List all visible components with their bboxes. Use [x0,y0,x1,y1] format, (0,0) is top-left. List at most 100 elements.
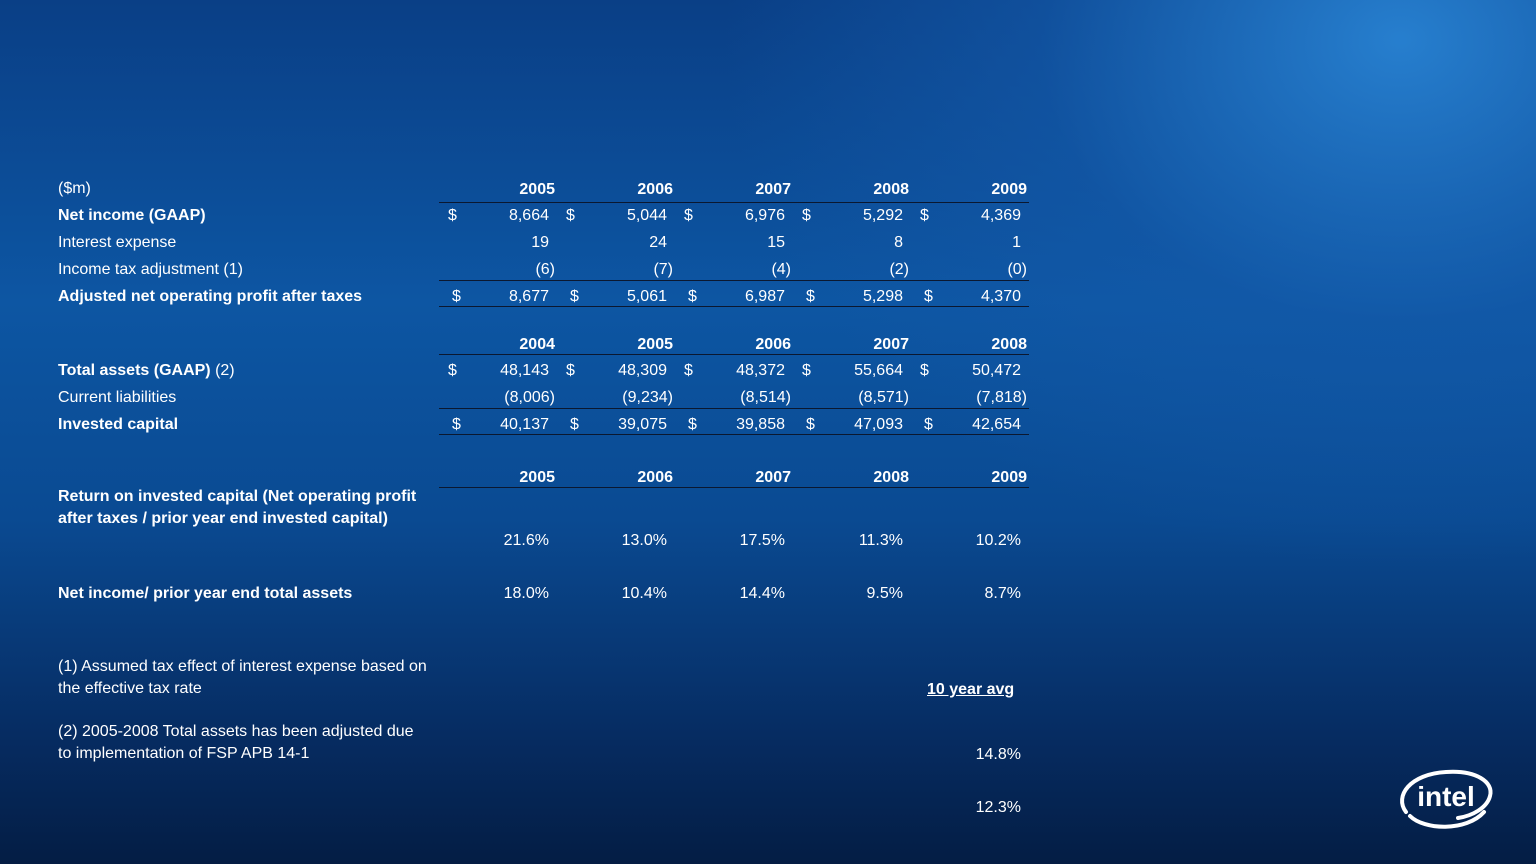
cell: (6) [535,261,555,278]
cell: (2) [889,261,909,278]
year-header: 2007 [755,469,791,486]
total-assets-note: (2) [215,362,235,379]
currency-symbol: $ [806,416,815,433]
currency-symbol: $ [566,362,575,379]
currency-symbol: $ [452,288,461,305]
currency-symbol: $ [920,362,929,379]
cell: 6,976 [744,207,785,224]
cell: 39,075 [618,416,667,433]
row-label-interest-expense: Interest expense [58,234,177,251]
year-header: 2007 [873,336,909,353]
cell: 5,061 [626,288,667,305]
year-header: 2004 [519,336,555,353]
ten-year-avg-ni-assets: 12.3% [975,799,1021,816]
cell: 18.0% [503,585,549,602]
divider [439,408,1029,409]
currency-symbol: $ [802,207,811,224]
cell: 24 [649,234,667,251]
cell: 17.5% [739,532,785,549]
currency-symbol: $ [570,416,579,433]
currency-symbol: $ [688,416,697,433]
cell: 5,292 [862,207,903,224]
footnote-2: (2) 2005-2008 Total assets has been adju… [58,723,414,762]
cell: 8,664 [508,207,549,224]
cell: 40,137 [500,416,549,433]
divider [439,487,1029,488]
currency-symbol: $ [802,362,811,379]
cell: (9,234) [622,389,673,406]
cell: 15 [767,234,785,251]
currency-symbol: $ [688,288,697,305]
cell: 5,298 [862,288,903,305]
row-label-adjusted-nopat: Adjusted net operating profit after taxe… [58,288,363,305]
row-label-current-liabilities: Current liabilities [58,389,177,406]
divider [439,280,1029,281]
year-header: 2008 [873,469,909,486]
cell: (7,818) [976,389,1027,406]
footnote-1: (1) Assumed tax effect of interest expen… [58,658,427,697]
logo-text: intel [1417,781,1475,812]
cell: 1 [1012,234,1021,251]
row-label-net-income-assets: Net income/ prior year end total assets [58,585,353,602]
cell: 8,677 [508,288,549,305]
intel-logo-icon: intel [1400,769,1493,829]
cell: 6,987 [744,288,785,305]
year-header: 2006 [637,181,673,198]
currency-symbol: $ [570,288,579,305]
cell: (8,514) [740,389,791,406]
cell: 13.0% [621,532,667,549]
cell: 14.4% [739,585,785,602]
row-label-income-tax-adjustment: Income tax adjustment (1) [58,261,243,278]
year-header: 2007 [755,181,791,198]
cell: 48,143 [500,362,549,379]
cell: 55,664 [854,362,903,379]
currency-symbol: $ [924,288,933,305]
year-header: 2009 [991,469,1027,486]
ten-year-avg-roic: 14.8% [975,746,1021,763]
cell: 50,472 [972,362,1021,379]
cell: 8 [894,234,903,251]
cell: 5,044 [626,207,667,224]
year-header: 2008 [873,181,909,198]
currency-symbol: $ [566,207,575,224]
row-label-roic: Return on invested capital (Net operatin… [58,488,417,527]
currency-symbol: $ [806,288,815,305]
cell: 21.6% [503,532,549,549]
divider [439,434,1029,435]
year-header: 2008 [991,336,1027,353]
currency-symbol: $ [448,207,457,224]
cell: 4,369 [980,207,1021,224]
cell: 11.3% [858,532,903,549]
year-header: 2005 [637,336,673,353]
currency-symbol: $ [448,362,457,379]
currency-symbol: $ [924,416,933,433]
cell: 10.2% [975,532,1021,549]
total-assets-label: Total assets (GAAP) [58,362,211,379]
cell: 39,858 [736,416,785,433]
cell: 48,372 [736,362,785,379]
cell: 48,309 [618,362,667,379]
intel-logo: intel [1396,766,1494,832]
cell: (8,571) [858,389,909,406]
cell: (4) [771,261,791,278]
year-header: 2006 [637,469,673,486]
cell: (0) [1007,261,1027,278]
cell: 9.5% [866,585,903,602]
cell: 42,654 [972,416,1021,433]
cell: 10.4% [621,585,667,602]
currency-symbol: $ [684,362,693,379]
cell: (7) [653,261,673,278]
currency-symbol: $ [452,416,461,433]
divider [439,202,1029,203]
divider [439,306,1029,307]
divider [439,354,1029,355]
cell: 47,093 [854,416,903,433]
year-header: 2005 [519,469,555,486]
year-header: 2009 [991,181,1027,198]
currency-symbol: $ [684,207,693,224]
row-label-invested-capital: Invested capital [58,416,179,433]
year-header: 2006 [755,336,791,353]
currency-symbol: $ [920,207,929,224]
row-label-net-income: Net income (GAAP) [58,207,206,224]
cell: 4,370 [980,288,1021,305]
